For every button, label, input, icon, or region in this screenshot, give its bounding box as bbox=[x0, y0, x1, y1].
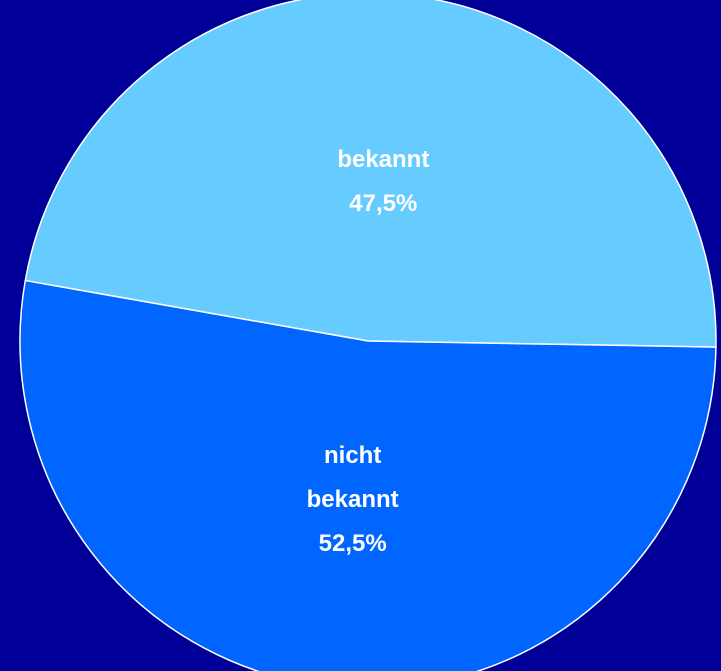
pie-slice bbox=[19, 279, 717, 671]
value-label: 47,5% bbox=[349, 189, 418, 217]
pie-slice bbox=[24, 0, 717, 348]
slice-label: nicht bekannt 52,5% bbox=[288, 434, 418, 566]
category-label: nicht bekannt bbox=[306, 442, 399, 514]
value-label: 52,5% bbox=[318, 530, 387, 558]
category-label: bekannt bbox=[337, 145, 430, 173]
slice-label: bekannt 47,5% bbox=[318, 138, 448, 226]
